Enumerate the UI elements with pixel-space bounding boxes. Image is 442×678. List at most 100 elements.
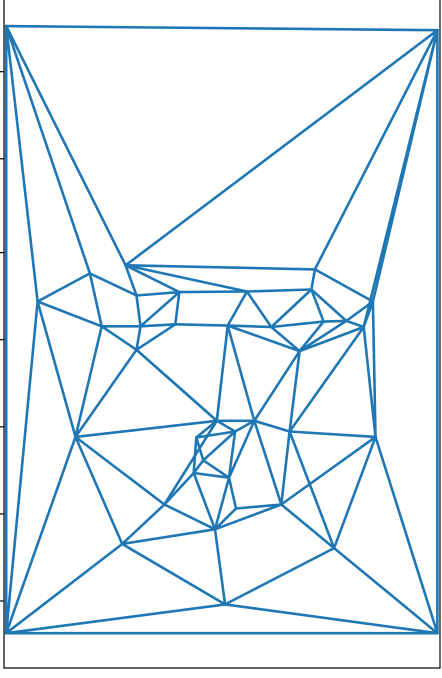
mesh-edge-19 [88,272,103,328]
mesh-edge-65 [4,435,77,635]
mesh-edge-82 [253,419,283,506]
mesh-edge-98 [120,542,227,606]
mesh-edge-68 [195,419,219,439]
mesh-edge-30 [310,288,325,323]
mesh-edge-76 [192,458,205,475]
mesh-edge-50 [215,324,229,423]
mesh-edge-93 [227,476,238,510]
axes-frame [3,0,441,669]
mesh-edge-51 [226,324,256,423]
mesh-edge-5 [4,24,127,267]
mesh-edge-62 [288,430,377,439]
mesh-edge-74 [202,430,237,462]
mesh-edge-104 [213,503,283,531]
mesh-edge-48 [298,325,366,353]
mesh-edge-83 [279,430,291,506]
mesh-edge-58 [74,348,138,439]
mesh-edge-84 [279,435,377,506]
mesh-edge-54 [288,325,366,433]
mesh-edge-86 [374,435,439,635]
mesh-edge-87 [74,435,166,506]
mesh-edge-26 [245,288,313,293]
mesh-edge-36 [174,322,229,327]
mesh-edge-6 [4,24,92,275]
plot-marks [4,24,439,635]
mesh-edge-71 [233,419,256,433]
mesh-edge-12 [124,263,138,297]
mesh-edge-43 [135,322,177,352]
mesh-edge-18 [36,272,92,303]
mesh-edge-66 [74,435,124,546]
mesh-edge-7 [4,24,39,303]
mesh-edge-63 [371,300,377,439]
mesh-edge-44 [226,324,301,353]
mesh-edge-11 [124,263,317,271]
mesh-edge-15 [124,263,181,294]
mesh-edge-55 [362,325,377,439]
mesh-edge-69 [215,419,237,433]
mesh-edge-80 [192,471,231,480]
mesh-edge-4 [124,28,439,267]
mesh-edge-13 [88,272,138,297]
mesh-edge-102 [223,603,439,635]
mesh-edge-89 [163,471,195,506]
mesh-edge-96 [332,546,439,635]
mesh-edge-105 [288,430,336,550]
mesh-edge-0 [4,24,439,32]
mesh-edge-81 [227,419,256,480]
mesh-edge-29 [269,288,313,329]
mesh-edge-70 [195,430,237,439]
mesh-edge-92 [213,507,238,531]
mesh-edge-64 [4,300,39,635]
mesh-edge-101 [4,603,227,635]
mesh-edge-22 [135,290,181,297]
mesh-edge-33 [362,300,375,329]
mesh-edge-28 [245,290,273,329]
mesh-edge-88 [163,419,219,506]
mesh-edge-78 [192,471,217,531]
mesh-edge-94 [234,503,283,510]
mesh-edge-41 [100,324,138,352]
mesh-edge-97 [4,542,124,635]
mesh-edge-67 [74,419,219,439]
mesh-edge-47 [298,319,348,353]
mesh-edge-32 [344,300,375,323]
mesh-edge-57 [74,324,103,439]
mesh-edge-77 [202,458,231,480]
mesh-edge-8 [313,28,439,271]
mesh-edge-95 [279,503,336,550]
y-axis-ticks [0,71,4,602]
mesh-edge-100 [223,546,336,606]
mesh-edge-35 [139,322,177,328]
mesh-edge-24 [174,290,181,326]
mesh-edge-23 [139,290,181,328]
mesh-edge-42 [135,324,142,352]
mesh-edge-39 [322,319,348,323]
mesh-edge-56 [36,300,77,439]
mesh-edge-40 [344,319,366,329]
mesh-edge-37 [226,324,273,329]
mesh-edge-17 [313,268,375,303]
mesh-edge-75 [227,430,237,480]
mesh-edge-103 [120,527,217,546]
mesh-edge-90 [163,503,217,531]
mesh-edge-85 [332,435,377,550]
mesh-edge-91 [120,503,166,546]
mesh-edge-52 [253,349,301,423]
mesh-edge-27 [226,290,249,327]
mesh-edge-59 [135,348,219,423]
mesh-edge-14 [124,263,249,293]
mesh-edge-16 [310,268,317,291]
mesh-edge-10 [362,28,439,329]
mesh-edge-38 [269,320,325,329]
mesh-edge-79 [213,476,231,531]
mesh-edge-61 [253,419,291,433]
mesh-edge-25 [178,290,249,294]
mesh-edge-46 [298,320,325,353]
mesh-edge-21 [135,294,142,328]
mesh-edge-99 [213,527,227,606]
mesh-edge-53 [288,349,301,433]
mesh-edge-31 [310,288,348,323]
